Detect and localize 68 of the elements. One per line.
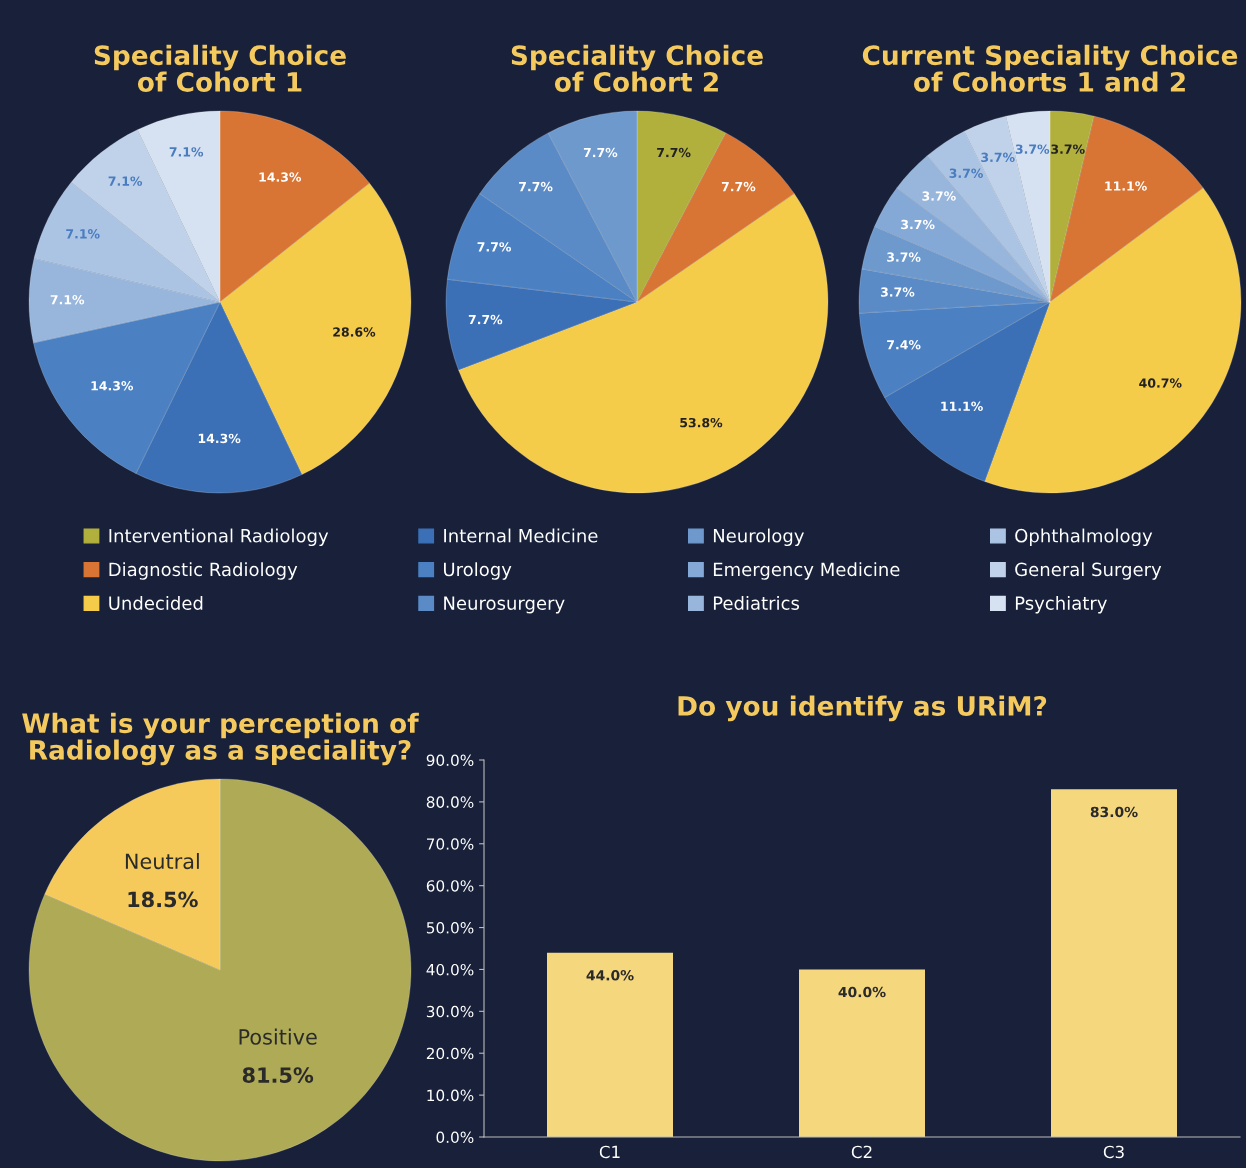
data-label: 81.5% [242, 1067, 314, 1083]
data-label: 7.7% [519, 181, 553, 192]
y-tick-label: 50.0% [426, 922, 474, 934]
legend-label: Ophthalmology [1015, 528, 1153, 547]
data-label: 3.7% [1015, 144, 1050, 154]
legend-label: Diagnostic Radiology [109, 562, 298, 580]
pie-slice [28, 778, 412, 1162]
chart-title: Do you identify as URiM? [678, 695, 1047, 722]
data-label: 18.5% [128, 891, 198, 908]
data-label: 83.0% [1090, 806, 1138, 818]
legend-label: Internal Medicine [444, 528, 598, 543]
data-label: 7.7% [468, 314, 503, 325]
data-label: 3.7% [1051, 144, 1085, 154]
legend-label: Neurosurgery [444, 596, 565, 614]
y-tick-label: 10.0% [427, 1089, 474, 1102]
x-tick-label: C1 [599, 1145, 620, 1159]
data-label: 28.6% [333, 327, 376, 337]
data-label: 14.3% [198, 433, 241, 444]
data-label: 40.0% [838, 986, 886, 998]
y-tick-label: 90.0% [426, 754, 474, 767]
legend-label: General Surgery [1015, 562, 1162, 580]
legend-label: Undecided [109, 595, 203, 610]
data-label: 7.1% [108, 176, 143, 186]
y-tick-label: 60.0% [426, 880, 474, 892]
bar [799, 969, 925, 1137]
data-label: 3.7% [887, 252, 921, 262]
data-label: 11.1% [1105, 181, 1147, 191]
chart-title: Speciality Choice of Cohort 1 [94, 44, 346, 92]
data-label: 7.4% [887, 340, 921, 350]
bar [547, 952, 673, 1137]
y-tick-label: 20.0% [426, 1047, 474, 1060]
data-label: 7.7% [583, 147, 618, 158]
legend-label: Interventional Radiology [109, 528, 329, 547]
data-label: 7.7% [721, 181, 756, 192]
data-label: 7.7% [477, 242, 511, 252]
y-tick-label: 70.0% [427, 838, 474, 850]
slice-label: Neutral [125, 853, 199, 870]
data-label: 44.0% [586, 970, 634, 981]
legend-label: Urology [444, 562, 512, 580]
data-label: 11.1% [941, 401, 983, 411]
chart-title: Speciality Choice of Cohort 2 [511, 44, 763, 92]
data-label: 7.7% [657, 147, 691, 158]
data-label: 14.3% [259, 172, 302, 182]
slice-label: Positive [239, 1028, 317, 1045]
bar [1051, 789, 1177, 1137]
data-label: 7.1% [50, 294, 85, 305]
y-tick-label: 80.0% [426, 796, 474, 808]
y-tick-label: 40.0% [426, 963, 474, 976]
data-label: 3.7% [880, 287, 915, 297]
data-label: 3.7% [981, 152, 1015, 163]
data-label: 3.7% [949, 168, 983, 178]
y-tick-label: 30.0% [426, 1005, 474, 1018]
y-tick-label: 0.0% [436, 1131, 474, 1144]
legend-label: Psychiatry [1015, 595, 1107, 614]
data-label: 40.7% [1139, 378, 1182, 388]
chart-title: What is your perception of Radiology as a speciality? [22, 712, 419, 766]
data-label: 7.1% [66, 229, 100, 239]
legend-label: Emergency Medicine [713, 562, 900, 580]
x-tick-label: C3 [1103, 1145, 1124, 1159]
x-tick-label: C2 [851, 1145, 872, 1159]
data-label: 3.7% [901, 219, 935, 230]
data-label: 14.3% [91, 381, 134, 391]
legend-label: Pediatrics [713, 595, 800, 610]
data-label: 53.8% [680, 417, 723, 428]
data-label: 3.7% [922, 191, 956, 201]
chart-title: Current Speciality Choice of Cohorts 1 and 2 [862, 44, 1238, 92]
data-label: 7.1% [169, 147, 204, 157]
legend-label: Neurology [713, 528, 804, 547]
